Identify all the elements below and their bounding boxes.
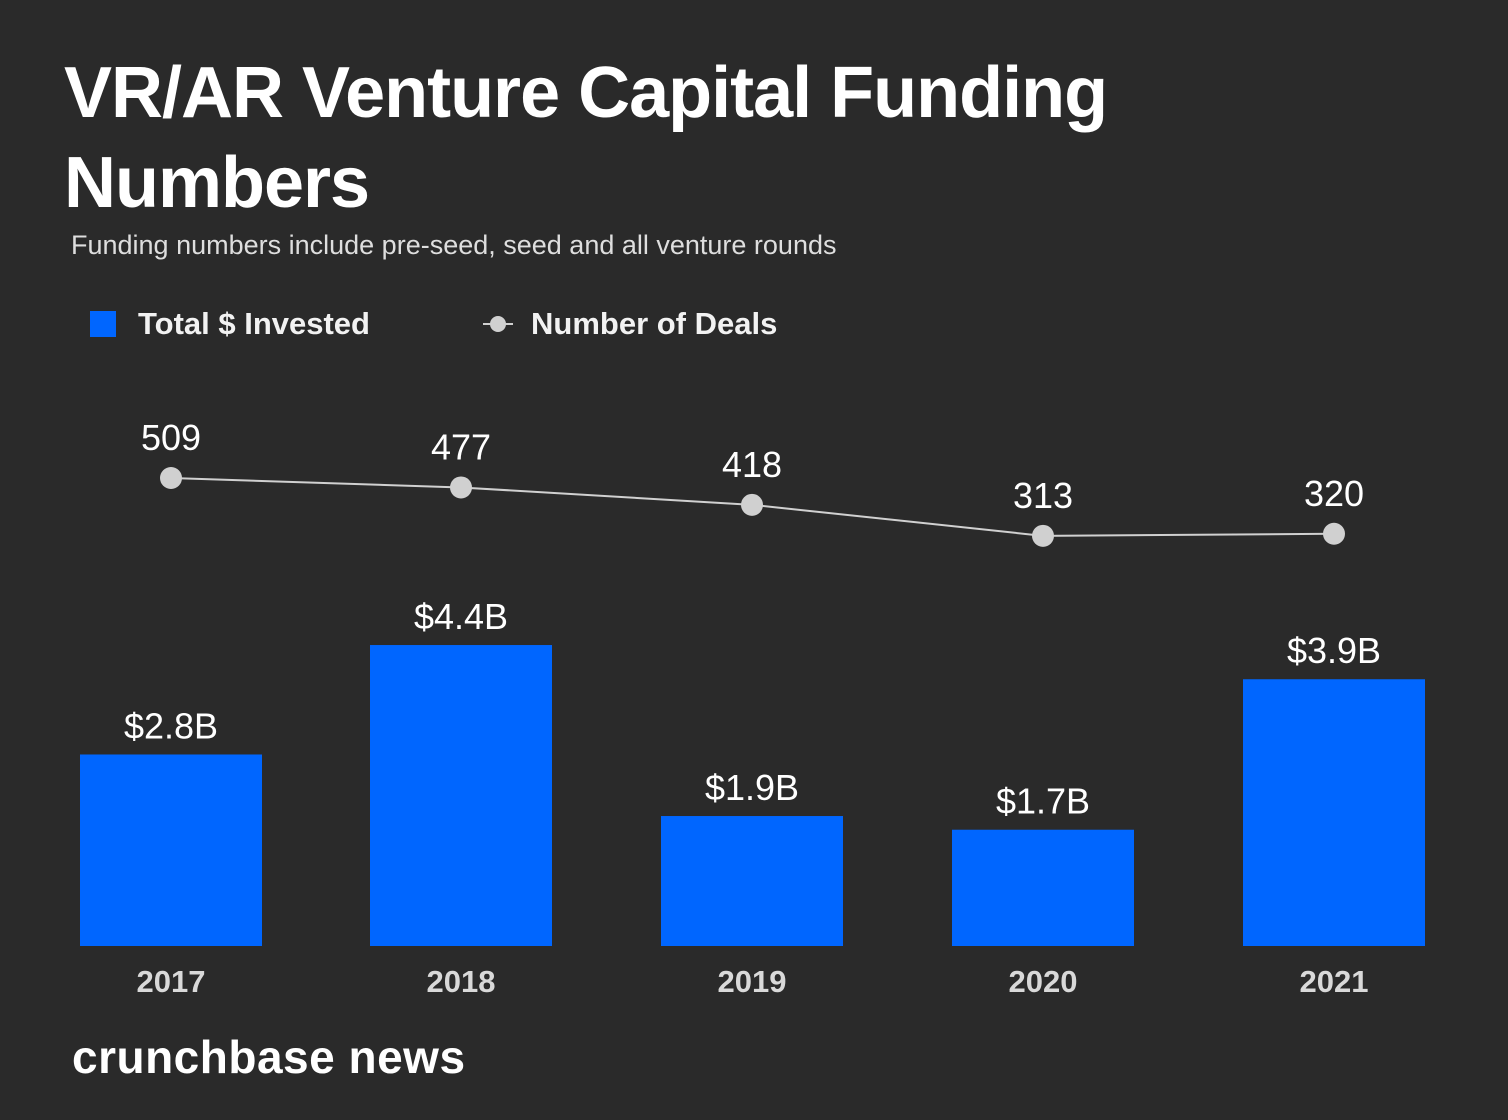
bar-2017 (80, 754, 262, 946)
deals-label-2018: 477 (431, 426, 491, 467)
x-tick-2018: 2018 (427, 964, 496, 999)
legend-label-number-of-deals: Number of Deals (531, 306, 778, 341)
bar-2018 (370, 645, 552, 946)
bar-label-2019: $1.9B (705, 767, 799, 808)
chart-subtitle: Funding numbers include pre-seed, seed a… (71, 230, 837, 260)
legend-item-number-of-deals: Number of Deals (483, 300, 777, 348)
deals-point-2021 (1323, 522, 1345, 545)
deals-point-2019 (741, 493, 763, 516)
x-tick-2019: 2019 (718, 964, 787, 999)
deals-point-2018 (450, 476, 472, 499)
bar-label-2021: $3.9B (1287, 630, 1381, 671)
bar-2019 (661, 816, 843, 946)
legend-label-total-invested: Total $ Invested (138, 306, 370, 341)
brand-logo-text: crunchbase news (72, 1031, 466, 1083)
deals-point-2017 (160, 467, 182, 489)
deals-point-2020 (1032, 524, 1054, 547)
deals-label-2017: 509 (141, 417, 201, 458)
legend-swatch-line (483, 311, 513, 337)
x-tick-2017: 2017 (137, 964, 206, 999)
legend-item-total-invested: Total $ Invested (90, 300, 370, 348)
bar-2021 (1243, 679, 1425, 946)
bar-label-2020: $1.7B (996, 781, 1090, 822)
deals-label-2021: 320 (1304, 473, 1364, 514)
deals-label-2020: 313 (1013, 475, 1073, 516)
x-tick-2020: 2020 (1009, 964, 1078, 999)
bar-2020 (952, 829, 1134, 946)
chart-title: VR/AR Venture Capital Funding Numbers (64, 53, 1108, 223)
bar-label-2017: $2.8B (124, 705, 218, 746)
bar-label-2018: $4.4B (414, 596, 508, 637)
x-tick-2021: 2021 (1300, 964, 1369, 999)
deals-label-2019: 418 (722, 444, 782, 485)
chart-legend: Total $ Invested Number of Deals (90, 300, 990, 350)
legend-swatch-bar (90, 311, 116, 337)
